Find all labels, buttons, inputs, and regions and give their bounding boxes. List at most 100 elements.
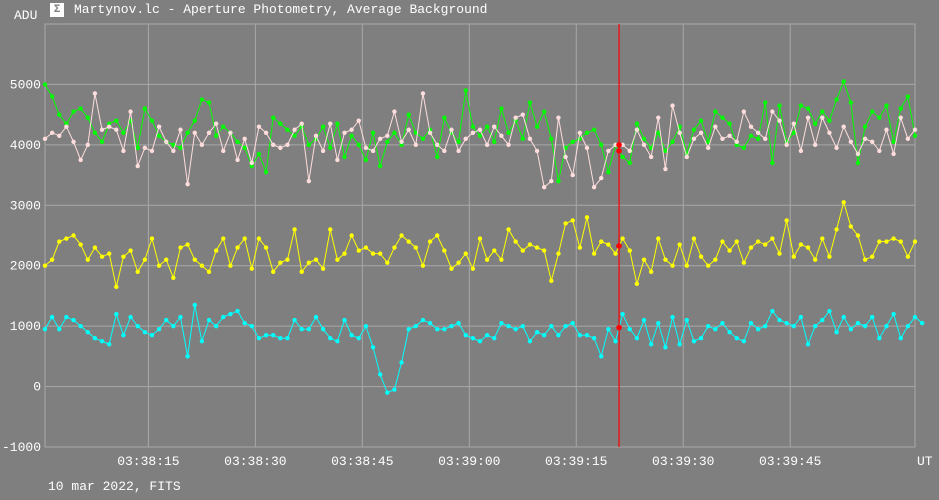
data-point <box>442 148 447 154</box>
data-point <box>57 133 62 138</box>
data-point <box>92 336 98 341</box>
sigma-icon[interactable]: Σ <box>50 3 64 17</box>
data-point <box>85 115 90 120</box>
data-point <box>599 239 604 244</box>
data-point <box>905 94 911 99</box>
data-point <box>156 326 162 332</box>
data-point <box>613 251 618 256</box>
data-point <box>855 160 861 166</box>
data-point <box>620 311 625 317</box>
data-point <box>527 242 533 247</box>
data-point <box>627 248 632 253</box>
data-point <box>456 139 461 145</box>
y-tick-label: -1000 <box>2 440 41 455</box>
data-point <box>128 248 133 253</box>
data-point <box>798 148 804 154</box>
data-point <box>855 233 861 238</box>
data-point <box>85 142 90 148</box>
data-point <box>520 248 525 253</box>
data-point <box>363 145 369 151</box>
data-point <box>164 317 169 323</box>
data-point <box>363 157 369 163</box>
data-point <box>513 115 518 120</box>
data-point <box>263 333 269 338</box>
data-point <box>442 115 447 120</box>
window-title: Martynov.lc - Aperture Photometry, Avera… <box>74 2 488 17</box>
data-point <box>435 233 440 238</box>
data-point <box>192 302 197 308</box>
x-tick-label: 03:38:30 <box>224 454 286 469</box>
data-point <box>734 336 739 341</box>
data-point <box>299 121 304 126</box>
data-point <box>663 148 668 154</box>
data-point <box>812 142 818 148</box>
data-point <box>591 127 597 132</box>
data-point <box>656 236 661 241</box>
data-point <box>713 109 718 114</box>
data-point <box>463 251 468 256</box>
data-point <box>798 314 804 320</box>
data-point <box>427 239 433 244</box>
data-point <box>42 82 48 87</box>
data-point <box>121 254 126 259</box>
data-point <box>898 336 903 341</box>
data-point <box>106 251 112 256</box>
data-point <box>456 320 461 326</box>
data-point <box>420 136 426 142</box>
data-point <box>877 239 882 244</box>
data-point <box>213 121 219 126</box>
data-point <box>463 136 468 142</box>
data-point <box>877 115 882 120</box>
data-point <box>812 257 818 262</box>
data-point <box>470 124 476 129</box>
data-point <box>805 245 811 250</box>
data-point <box>805 115 811 120</box>
data-point <box>898 106 903 111</box>
data-point <box>584 145 590 151</box>
data-point <box>292 133 297 138</box>
data-point <box>484 257 490 262</box>
data-point <box>577 333 583 338</box>
data-point <box>591 251 597 256</box>
data-point <box>313 133 319 138</box>
data-point <box>734 142 739 148</box>
data-point <box>884 323 889 329</box>
data-point <box>848 139 854 145</box>
cursor-marker <box>616 148 622 154</box>
data-point <box>713 257 718 262</box>
data-point <box>235 157 240 163</box>
data-point <box>763 242 768 247</box>
data-point <box>106 342 112 347</box>
data-point <box>477 236 483 241</box>
data-point <box>335 257 340 262</box>
data-point <box>263 245 269 250</box>
data-point <box>777 103 782 108</box>
data-point <box>549 136 554 142</box>
data-point <box>484 333 490 338</box>
data-point <box>648 342 654 347</box>
data-point <box>862 257 868 262</box>
data-point <box>634 121 640 126</box>
data-point <box>349 333 354 338</box>
data-point <box>420 317 426 323</box>
data-point <box>406 239 411 244</box>
data-point <box>827 308 832 314</box>
data-point <box>156 124 162 129</box>
data-point <box>684 263 690 268</box>
data-point <box>427 130 433 135</box>
data-point <box>121 333 126 338</box>
data-point <box>99 139 105 145</box>
data-point <box>641 257 647 262</box>
data-point <box>206 130 212 135</box>
data-point <box>442 326 447 332</box>
data-point <box>648 269 654 274</box>
data-point <box>463 333 468 338</box>
data-point <box>705 263 711 268</box>
data-point <box>349 127 354 132</box>
data-point <box>492 124 497 129</box>
data-point <box>270 333 276 338</box>
data-point <box>827 118 832 123</box>
data-point <box>777 118 782 123</box>
data-point <box>356 118 361 123</box>
data-point <box>691 339 697 344</box>
